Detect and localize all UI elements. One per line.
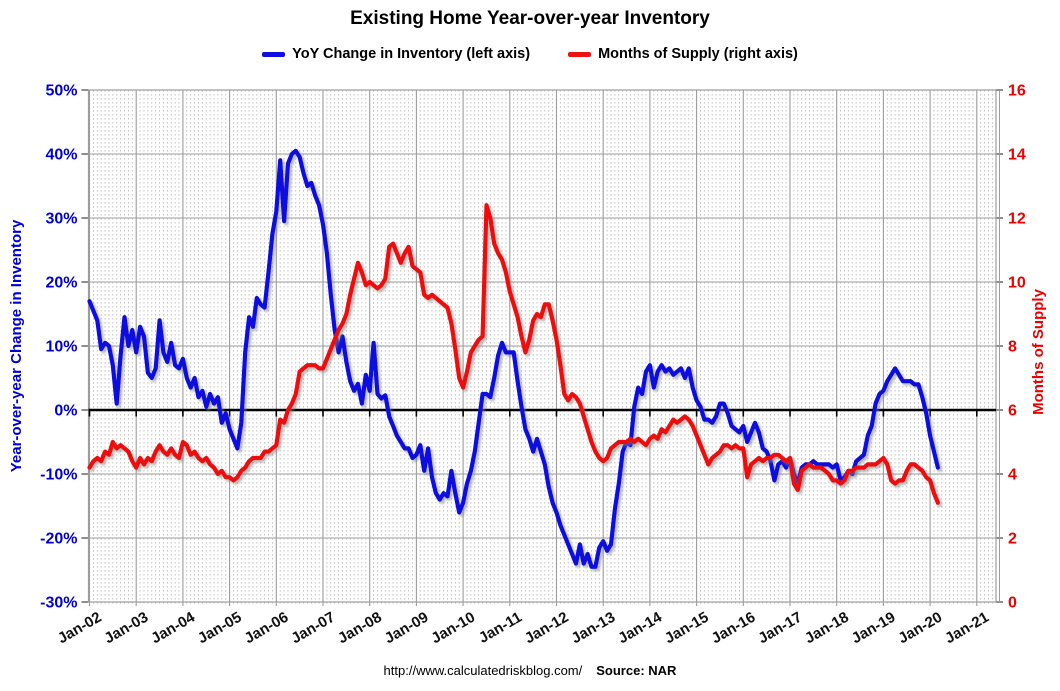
legend-label-inventory: YoY Change in Inventory (left axis): [292, 46, 531, 62]
legend: YoY Change in Inventory (left axis) Mont…: [0, 46, 1060, 62]
x-axis-tick: Jan-02: [55, 609, 105, 647]
source-url: http://www.calculatedriskblog.com/: [383, 663, 583, 678]
source-label: Source: NAR: [596, 663, 677, 678]
chart-canvas: 50% 16 40% 14 30% 12 20% 10 10% 8 0% 6 -10% 4 -20% 2 -30…: [8, 83, 1047, 648]
x-axis-tick: Jan-16: [709, 609, 759, 647]
x-axis-tick: Jan-03: [102, 609, 152, 647]
right-axis-tick: 8: [1008, 339, 1017, 356]
right-axis-tick: 6: [1008, 403, 1017, 420]
right-axis-tick: 0: [1008, 595, 1017, 612]
right-axis-tick: 12: [1008, 211, 1026, 228]
legend-item-inventory: YoY Change in Inventory (left axis): [262, 46, 530, 62]
legend-swatch-inventory: [262, 51, 286, 57]
x-axis-tick: Jan-11: [476, 609, 525, 647]
x-axis-tick: Jan-06: [242, 609, 292, 647]
x-axis-tick: Jan-04: [148, 608, 198, 647]
x-axis-tick: Jan-05: [195, 609, 245, 647]
left-axis-tick: 0%: [54, 403, 77, 420]
x-axis-tick: Jan-12: [522, 609, 572, 647]
left-axis-tick: 50%: [45, 83, 77, 100]
x-axis-tick: Jan-20: [895, 609, 945, 647]
legend-swatch-supply: [568, 51, 592, 57]
series-line-supply: [87, 203, 940, 505]
x-axis-tick: Jan-10: [428, 609, 478, 647]
right-axis-tick: 16: [1008, 83, 1026, 100]
left-axis-tick: -20%: [40, 531, 77, 548]
right-axis-tick: 10: [1008, 275, 1026, 292]
x-axis-tick: Jan-09: [382, 609, 432, 647]
chart-footer: http://www.calculatedriskblog.com/Source…: [0, 663, 1060, 678]
x-axis-tick: Jan-18: [802, 609, 852, 647]
right-axis-tick: 14: [1008, 147, 1026, 164]
chart-title: Existing Home Year-over-year Inventory: [350, 8, 710, 29]
x-axis-tick: Jan-13: [569, 609, 619, 647]
left-axis-tick: 30%: [45, 211, 77, 228]
right-axis-tick: 2: [1008, 531, 1017, 548]
x-axis-tick: Jan-19: [849, 609, 899, 647]
left-axis-tick: -10%: [40, 467, 77, 484]
x-axis-tick: Jan-08: [335, 609, 385, 647]
left-axis-tick: 10%: [45, 339, 77, 356]
x-axis-tick: Jan-15: [662, 609, 712, 647]
left-axis-tick: 40%: [45, 147, 77, 164]
left-axis-title: Year-over-year Change in Inventory: [8, 219, 25, 472]
legend-label-supply: Months of Supply (right axis): [598, 46, 798, 62]
x-axis-tick: Jan-21: [942, 609, 992, 647]
x-axis-tick: Jan-07: [288, 609, 338, 647]
right-axis-tick: 4: [1008, 467, 1017, 484]
x-axis-tick: Jan-14: [615, 608, 665, 647]
left-axis-tick: -30%: [40, 595, 77, 612]
series-line-inventory: [87, 148, 940, 569]
legend-item-supply: Months of Supply (right axis): [568, 46, 798, 62]
right-axis-title: Months of Supply: [1030, 288, 1047, 414]
x-axis-tick: Jan-17: [755, 609, 805, 647]
left-axis-tick: 20%: [45, 275, 77, 292]
